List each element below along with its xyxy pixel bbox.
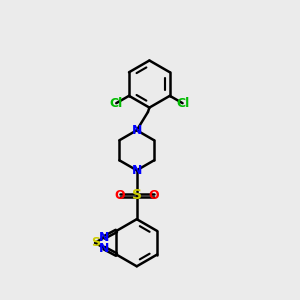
- Text: Cl: Cl: [176, 97, 189, 110]
- Text: N: N: [99, 242, 109, 254]
- Text: Cl: Cl: [110, 97, 123, 110]
- Text: O: O: [114, 188, 125, 202]
- Text: N: N: [132, 124, 142, 137]
- Text: S: S: [132, 188, 142, 202]
- Text: N: N: [99, 231, 109, 244]
- Text: O: O: [148, 188, 159, 202]
- Text: S: S: [91, 236, 100, 249]
- Text: N: N: [132, 164, 142, 177]
